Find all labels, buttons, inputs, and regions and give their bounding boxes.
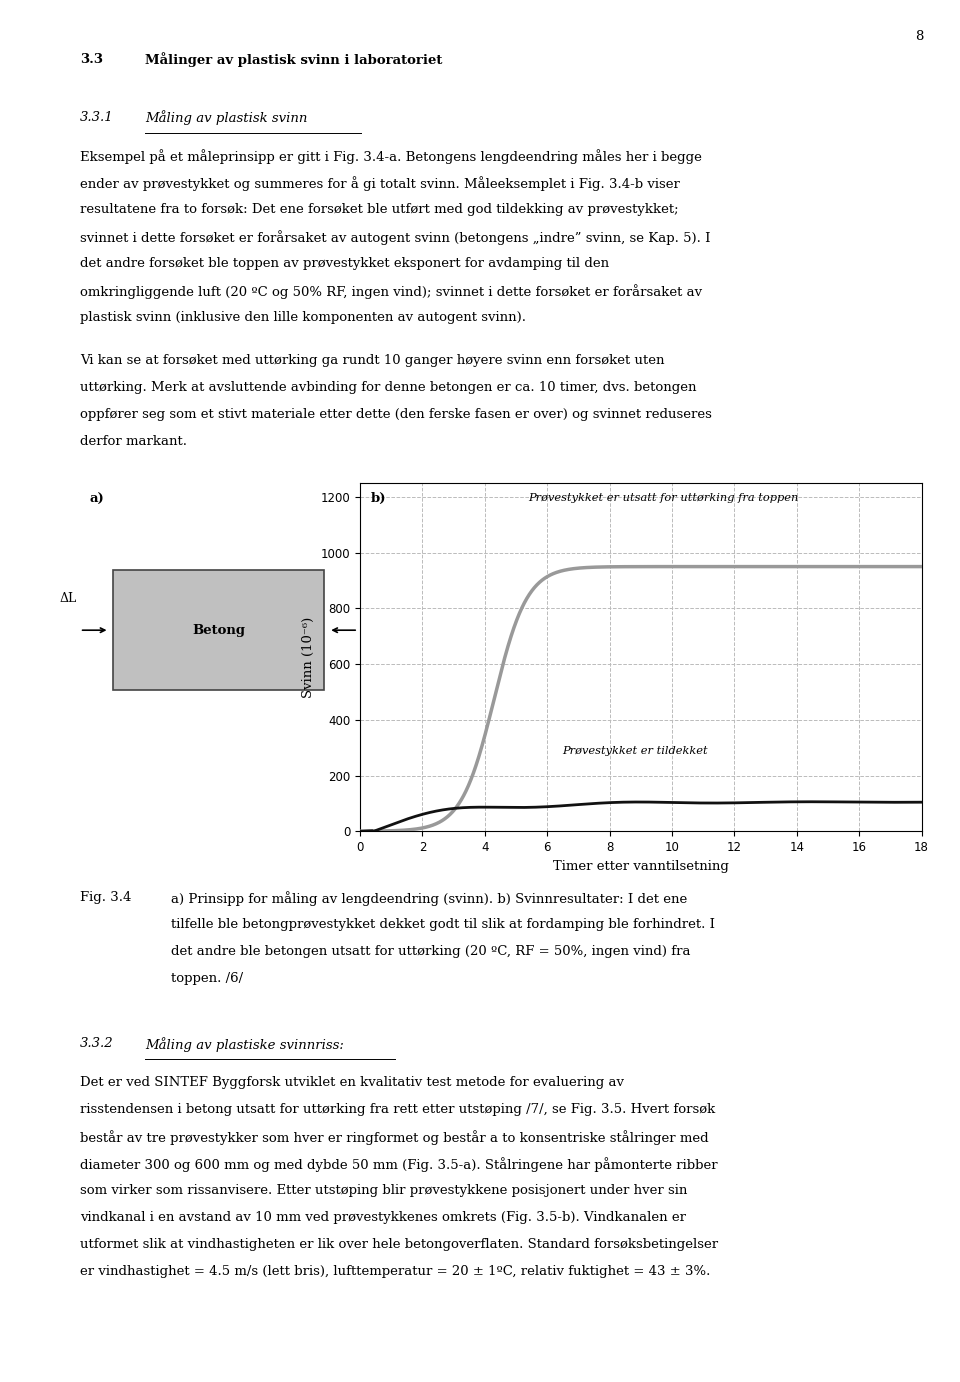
Bar <box>113 569 324 690</box>
Text: består av tre prøvestykker som hver er ringformet og består a to konsentriske st: består av tre prøvestykker som hver er r… <box>80 1129 708 1144</box>
Text: ender av prøvestykket og summeres for å gi totalt svinn. Måleeksemplet i Fig. 3.: ender av prøvestykket og summeres for å … <box>80 177 680 191</box>
Text: ΔL: ΔL <box>361 593 378 605</box>
Text: Målinger av plastisk svinn i laboratoriet: Målinger av plastisk svinn i laboratorie… <box>145 53 443 68</box>
Text: Betong: Betong <box>192 623 246 637</box>
Text: Vi kan se at forsøket med uttørking ga rundt 10 ganger høyere svinn enn forsøket: Vi kan se at forsøket med uttørking ga r… <box>80 354 664 368</box>
Text: Det er ved SINTEF Byggforsk utviklet en kvalitativ test metode for evaluering av: Det er ved SINTEF Byggforsk utviklet en … <box>80 1075 624 1089</box>
Text: som virker som rissanvisere. Etter utstøping blir prøvestykkene posisjonert unde: som virker som rissanvisere. Etter utstø… <box>80 1183 687 1197</box>
X-axis label: Timer etter vanntilsetning: Timer etter vanntilsetning <box>553 860 729 872</box>
Text: det andre forsøket ble toppen av prøvestykket eksponert for avdamping til den: det andre forsøket ble toppen av prøvest… <box>80 257 609 269</box>
Text: 3.3.1: 3.3.1 <box>80 111 113 123</box>
Y-axis label: Svinn (10⁻⁶): Svinn (10⁻⁶) <box>302 616 315 698</box>
Text: Fig. 3.4: Fig. 3.4 <box>80 890 132 904</box>
Text: svinnet i dette forsøket er forårsaket av autogent svinn (betongens „indre” svin: svinnet i dette forsøket er forårsaket a… <box>80 231 710 245</box>
Text: 3.3: 3.3 <box>80 53 103 65</box>
Text: 3.3.2: 3.3.2 <box>80 1036 113 1050</box>
Text: risstendensen i betong utsatt for uttørking fra rett etter utstøping /7/, se Fig: risstendensen i betong utsatt for uttørk… <box>80 1103 715 1115</box>
Text: utformet slik at vindhastigheten er lik over hele betongoverflaten. Standard for: utformet slik at vindhastigheten er lik … <box>80 1237 718 1251</box>
Text: Prøvestykket er tildekket: Prøvestykket er tildekket <box>563 746 708 756</box>
Text: vindkanal i en avstand av 10 mm ved prøvestykkenes omkrets (Fig. 3.5-b). Vindkan: vindkanal i en avstand av 10 mm ved prøv… <box>80 1211 685 1223</box>
Text: b): b) <box>372 492 387 504</box>
Text: omkringliggende luft (20 ºC og 50% RF, ingen vind); svinnet i dette forsøket er : omkringliggende luft (20 ºC og 50% RF, i… <box>80 285 702 299</box>
Text: a): a) <box>89 492 104 506</box>
Text: toppen. /6/: toppen. /6/ <box>171 972 243 984</box>
Text: diameter 300 og 600 mm og med dybde 50 mm (Fig. 3.5-a). Stålringene har påmonter: diameter 300 og 600 mm og med dybde 50 m… <box>80 1157 717 1172</box>
Text: Prøvestykket er utsatt for uttørking fra toppen: Prøvestykket er utsatt for uttørking fra… <box>528 493 799 503</box>
Text: oppfører seg som et stivt materiale etter dette (den ferske fasen er over) og sv: oppfører seg som et stivt materiale ette… <box>80 408 711 422</box>
Text: tilfelle ble betongprøvestykket dekket godt til slik at fordamping ble forhindre: tilfelle ble betongprøvestykket dekket g… <box>171 918 715 930</box>
Text: resultatene fra to forsøk: Det ene forsøket ble utført med god tildekking av prø: resultatene fra to forsøk: Det ene forsø… <box>80 203 679 216</box>
Text: er vindhastighet = 4.5 m/s (lett bris), lufttemperatur = 20 ± 1ºC, relativ fukti: er vindhastighet = 4.5 m/s (lett bris), … <box>80 1265 710 1277</box>
Text: Måling av plastisk svinn: Måling av plastisk svinn <box>145 111 307 126</box>
Text: 8: 8 <box>915 30 924 43</box>
Text: uttørking. Merk at avsluttende avbinding for denne betongen er ca. 10 timer, dvs: uttørking. Merk at avsluttende avbinding… <box>80 381 696 394</box>
Text: plastisk svinn (inklusive den lille komponenten av autogent svinn).: plastisk svinn (inklusive den lille komp… <box>80 311 526 323</box>
Text: Måling av plastiske svinnriss:: Måling av plastiske svinnriss: <box>145 1036 344 1052</box>
Text: derfor markant.: derfor markant. <box>80 435 186 448</box>
Text: ΔL: ΔL <box>60 593 77 605</box>
Text: a) Prinsipp for måling av lengdeendring (svinn). b) Svinnresultater: I det ene: a) Prinsipp for måling av lengdeendring … <box>171 890 687 905</box>
Text: Eksempel på et måleprinsipp er gitt i Fig. 3.4-a. Betongens lengdeendring måles : Eksempel på et måleprinsipp er gitt i Fi… <box>80 149 702 164</box>
Text: det andre ble betongen utsatt for uttørking (20 ºC, RF = 50%, ingen vind) fra: det andre ble betongen utsatt for uttørk… <box>171 944 690 958</box>
